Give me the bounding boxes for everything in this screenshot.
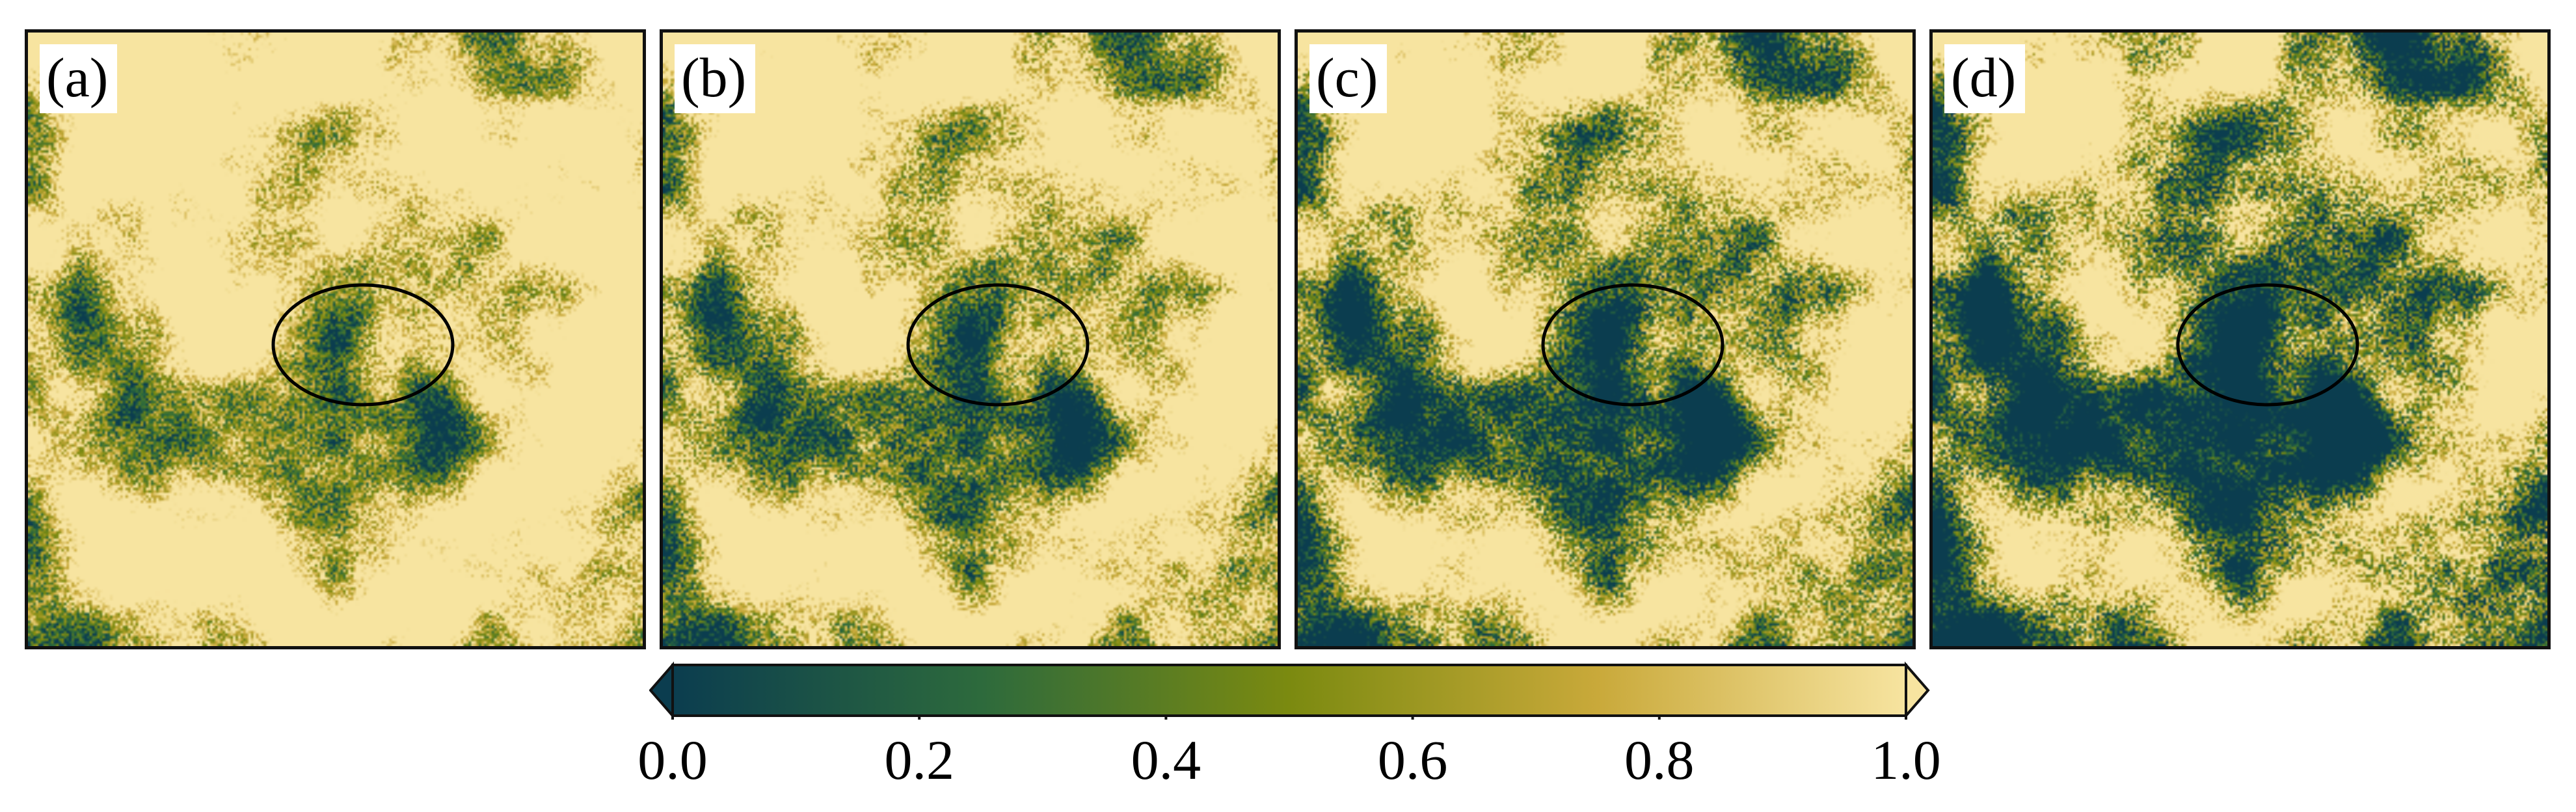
panel-label-b: (b) — [675, 44, 756, 113]
colorbar — [649, 661, 1930, 720]
field-map-a — [28, 33, 643, 646]
panel-a: (a) — [25, 29, 646, 649]
colorbar-gradient — [671, 664, 1907, 717]
panel-c: (c) — [1295, 29, 1916, 649]
colorbar-extend-max — [1905, 661, 1930, 720]
colorbar-tick-label: 0.2 — [884, 729, 954, 791]
colorbar-tick-label: 0.0 — [637, 729, 708, 791]
colorbar-tick-label: 1.0 — [1871, 729, 1941, 791]
colorbar-tick-label: 0.6 — [1377, 729, 1448, 791]
panel-label-d: (d) — [1944, 44, 2026, 113]
colorbar-extend-min — [649, 661, 674, 720]
panel-d: (d) — [1929, 29, 2551, 649]
panel-label-a: (a) — [40, 44, 118, 113]
panel-b: (b) — [660, 29, 1281, 649]
field-map-b — [663, 33, 1278, 646]
colorbar-tick-label: 0.8 — [1624, 729, 1695, 791]
field-map-d — [1933, 33, 2547, 646]
colorbar-tick-label: 0.4 — [1131, 729, 1201, 791]
panel-label-c: (c) — [1309, 44, 1388, 113]
field-map-c — [1298, 33, 1912, 646]
